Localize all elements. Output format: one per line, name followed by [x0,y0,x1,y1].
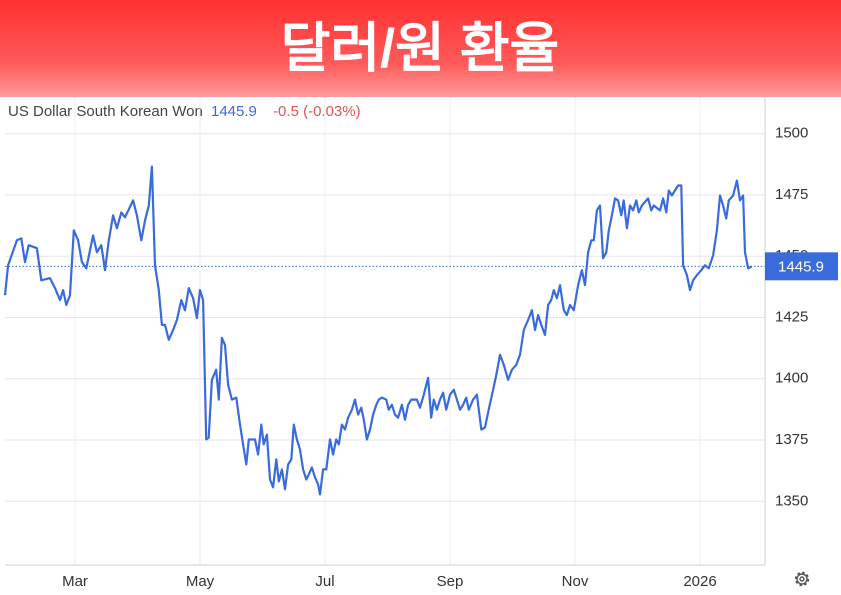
header-change: -0.5 (-0.03%) [273,103,361,120]
price-line [3,165,753,496]
last-price-label: 1445.9 [778,258,824,275]
y-tick-label: 1500 [775,125,808,142]
x-tick-label: May [186,573,215,590]
x-tick-label: Jul [315,573,334,590]
title-banner [0,0,841,97]
last-price-box [765,252,838,281]
y-tick-label: 1475 [775,186,808,203]
header-price: 1445.9 [211,103,257,120]
settings-icon[interactable] [794,571,810,587]
y-tick-label: 1400 [775,370,808,387]
chart-title: 달러/원 환율 [281,18,559,78]
y-tick-label: 1375 [775,431,808,448]
x-tick-label: Nov [562,573,589,590]
x-tick-label: Sep [437,573,464,590]
y-tick-label: 1350 [775,492,808,509]
x-tick-label: Mar [62,573,88,590]
series-name: US Dollar South Korean Won [8,103,203,120]
x-tick-label: 2026 [683,573,716,590]
y-tick-label: 1425 [775,308,808,325]
chart-header: US Dollar South Korean Won 1445.9 -0.5 (… [8,103,361,120]
